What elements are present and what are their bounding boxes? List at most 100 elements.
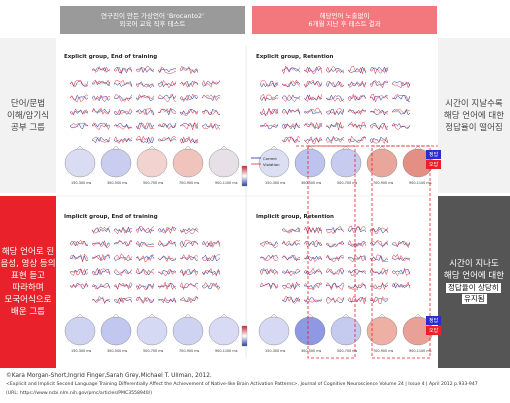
erp-trace	[391, 122, 411, 130]
erp-trace	[369, 297, 389, 303]
erp-trace	[91, 267, 111, 276]
erp-trace	[369, 94, 389, 103]
erp-trace	[179, 227, 199, 234]
scalp-nose	[76, 313, 84, 318]
erp-trace	[347, 239, 367, 249]
erp-trace	[179, 80, 199, 88]
erp-trace	[369, 240, 389, 246]
row1-side-right: 시간이 지날수록 해당 언어에 대한 정답율이 떨어짐	[438, 38, 510, 193]
header-right: 해당언어 노출없이 6개월 지난 후 테스트 결과	[252, 6, 437, 34]
erp-trace	[303, 122, 323, 130]
erp-trace	[303, 239, 323, 248]
erp-trace	[259, 241, 279, 248]
erp-trace	[135, 268, 155, 276]
erp-trace	[325, 269, 345, 275]
row1-legend-wrong: 오답	[426, 160, 442, 169]
row2-side-right-l2: 해당 언어에 대한	[443, 271, 505, 281]
scalp-nose	[414, 145, 422, 150]
erp-trace	[201, 239, 221, 249]
erp-trace	[281, 108, 301, 115]
erp-trace	[281, 283, 301, 290]
color-bar-top	[241, 165, 248, 187]
erp-trace	[157, 296, 177, 304]
erp-trace	[369, 254, 389, 262]
erp-trace	[347, 255, 367, 261]
erp-trace	[91, 239, 111, 249]
erp-trace	[391, 253, 411, 262]
erp-trace	[179, 137, 199, 144]
erp-trace	[391, 269, 411, 275]
erp-trace	[391, 282, 411, 289]
erp-trace	[91, 295, 111, 305]
erp-trace	[113, 123, 133, 129]
erp-trace	[303, 66, 323, 74]
erp-trace	[325, 254, 344, 261]
erp-trace	[113, 226, 133, 235]
time-window-label: 700-900 ms	[373, 349, 394, 353]
time-window-label: 500-700 ms	[337, 349, 358, 353]
erp-trace	[91, 283, 111, 289]
time-window-label: 900-1100 ms	[409, 349, 432, 353]
erp-trace	[391, 281, 411, 289]
scalp-map	[136, 148, 168, 178]
scalp-nose	[76, 145, 84, 150]
citation-line1: ©Kara Morgan-Short,Ingrid Finger,Sarah G…	[6, 373, 212, 379]
row2-legend-wrong: 오답	[426, 326, 442, 335]
erp-trace	[69, 122, 89, 127]
erp-trace	[347, 283, 367, 289]
erp-trace	[369, 66, 389, 74]
erp-trace	[113, 296, 133, 305]
erp-trace	[325, 136, 345, 142]
erp-trace	[113, 269, 133, 276]
erp-trace	[179, 109, 199, 116]
scalp-nose	[270, 313, 278, 318]
time-window-label: 700-900 ms	[179, 181, 200, 185]
erp-trace	[135, 82, 155, 89]
erp-trace	[113, 66, 133, 75]
erp-trace	[179, 239, 199, 249]
erp-trace	[113, 94, 133, 102]
erp-trace	[157, 136, 177, 143]
erp-trace	[347, 66, 367, 74]
erp-trace	[201, 79, 221, 88]
erp-trace	[369, 240, 389, 248]
erp-trace	[201, 122, 221, 130]
erp-trace	[201, 267, 221, 277]
erp-trace	[325, 226, 345, 235]
erp-trace	[179, 282, 199, 291]
erp-trace	[325, 282, 345, 289]
row2-side-left-l2: 음성, 영상 등의	[0, 259, 56, 269]
erp-traces	[69, 65, 411, 305]
erp-trace	[157, 79, 177, 89]
erp-trace	[259, 282, 279, 290]
erp-trace	[303, 80, 323, 87]
erp-trace	[135, 225, 155, 235]
scalp-map	[136, 316, 168, 346]
erp-trace	[113, 253, 133, 261]
erp-trace	[135, 136, 155, 144]
erp-trace	[201, 94, 221, 102]
row2-side-left-l1: 해당 언어로 된	[1, 247, 55, 257]
erp-trace	[69, 108, 89, 116]
erp-trace	[113, 66, 133, 74]
erp-trace	[259, 108, 279, 116]
time-window-label: 300-500 ms	[107, 349, 128, 353]
erp-trace	[179, 268, 199, 276]
erp-trace	[369, 227, 389, 235]
erp-trace	[391, 267, 411, 277]
erp-trace	[369, 109, 389, 116]
middle-legend: Correct Violation	[251, 156, 280, 167]
erp-trace	[69, 282, 89, 289]
scalp-map	[172, 148, 204, 178]
erp-trace	[369, 79, 389, 89]
time-window-label: 500-700 ms	[337, 181, 358, 185]
scalp-map	[64, 316, 96, 346]
erp-trace	[325, 267, 345, 275]
time-window-label: 900-1100 ms	[215, 181, 238, 185]
time-window-label: 900-1100 ms	[215, 349, 238, 353]
erp-trace	[157, 122, 177, 130]
erp-trace	[347, 65, 367, 75]
erp-trace	[369, 136, 389, 145]
erp-trace	[347, 295, 367, 304]
erp-trace	[179, 295, 199, 304]
